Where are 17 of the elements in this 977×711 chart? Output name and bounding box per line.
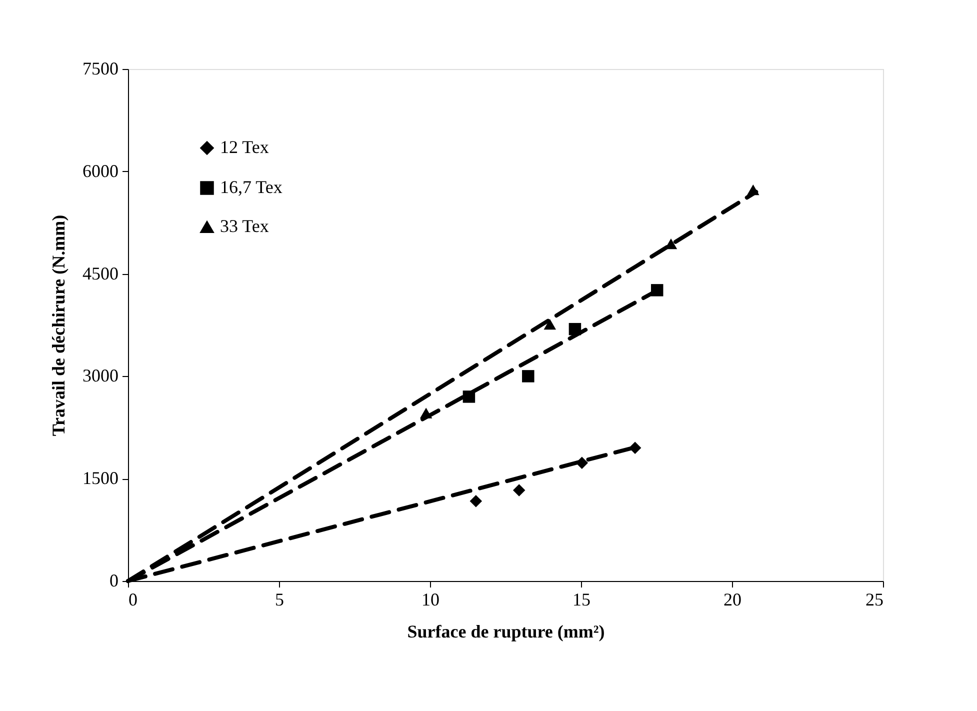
legend-label: 16,7 Tex [220,177,282,197]
y-tick-label: 0 [110,570,118,590]
x-tick-label: 0 [128,590,138,610]
y-tick-label: 7500 [82,58,118,78]
x-tick-label: 10 [422,590,440,610]
y-tick-label: 3000 [82,366,118,386]
y-axis-title: Travail de déchirure (N.mm) [48,214,68,436]
y-tick-label: 4500 [82,263,118,284]
x-tick-label: 25 [866,590,884,610]
x-tick-label: 20 [724,590,742,610]
legend-label: 33 Tex [220,216,269,236]
y-tick-label: 6000 [82,160,118,181]
y-tick-label: 1500 [82,468,118,488]
x-tick-label: 5 [275,590,284,610]
legend-label: 12 Tex [220,137,269,157]
x-tick-label: 15 [572,590,590,610]
x-axis-title: Surface de rupture (mm²) [407,622,605,642]
